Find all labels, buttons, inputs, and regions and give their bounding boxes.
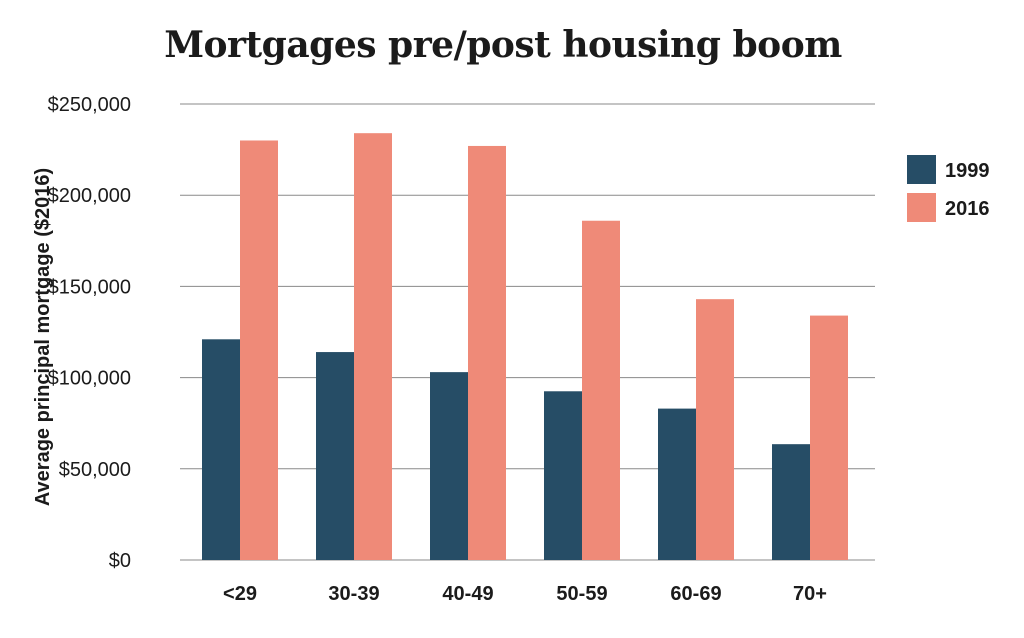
legend-label-2016: 2016 [945,198,990,220]
y-tick-label: $150,000 [48,276,131,298]
x-tick-label: 70+ [793,583,827,605]
bar-1999-1 [316,352,354,560]
x-tick-label: 30-39 [328,583,379,605]
bar-2016-5 [810,315,848,560]
x-tick-label: <29 [223,583,257,605]
bar-2016-3 [582,220,620,560]
gridlines [180,103,875,561]
y-axis-ticks: $0 $50,000 $100,000 $150,000 $200,000 $250,00… [48,94,131,572]
legend-label-1999: 1999 [945,160,990,182]
y-axis-label: Average principal mortgage ($2016) [32,168,54,506]
bar-2016-2 [468,145,506,560]
chart-title: Mortgages pre/post housing boom [164,24,842,66]
y-tick-label: $200,000 [48,185,131,207]
bar-1999-4 [658,408,696,560]
y-tick-label: $250,000 [48,94,131,116]
bar-1999-3 [544,391,582,560]
x-tick-label: 60-69 [670,583,721,605]
y-tick-label: $0 [109,550,131,572]
bars [202,133,848,561]
legend-swatch-1999 [907,155,936,184]
bar-1999-2 [430,372,468,560]
legend: 1999 2016 [907,155,990,222]
bar-2016-0 [240,140,278,561]
bar-1999-0 [202,339,240,560]
legend-swatch-2016 [907,193,936,222]
bar-1999-5 [772,444,810,560]
x-tick-label: 40-49 [442,583,493,605]
x-axis-ticks: <29 30-39 40-49 50-59 60-69 70+ [223,583,827,605]
y-tick-label: $50,000 [59,459,131,481]
x-tick-label: 50-59 [556,583,607,605]
bar-2016-1 [354,133,392,560]
y-tick-label: $100,000 [48,368,131,390]
bar-2016-4 [696,299,734,560]
